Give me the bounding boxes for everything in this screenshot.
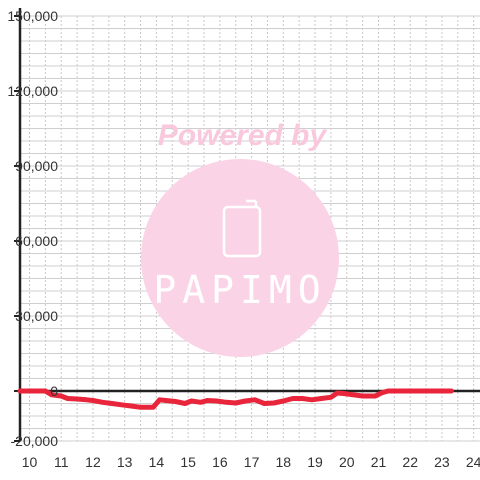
watermark-circle: [141, 159, 339, 357]
x-tick-label: 18: [276, 454, 292, 470]
x-tick-label: 14: [149, 454, 165, 470]
y-tick-label: 150,000: [7, 8, 58, 24]
tick-labels: -20,000 0 30,000 60,000 90,000 120,000 150,000…: [7, 8, 480, 470]
x-tick-label: 16: [212, 454, 228, 470]
y-tick-label: 60,000: [15, 233, 58, 249]
series-line: [17, 388, 454, 410]
grid-layer: [20, 15, 480, 442]
series-layer: [17, 388, 454, 410]
papimo-watermark: Powered by PAPIMO: [141, 119, 339, 357]
x-tick-label: 19: [307, 454, 323, 470]
x-tick-label: 17: [244, 454, 260, 470]
x-tick-label: 23: [434, 454, 450, 470]
x-tick-label: 11: [54, 454, 69, 470]
y-tick-label: 90,000: [15, 158, 58, 174]
x-tick-label: 12: [85, 454, 101, 470]
watermark-logo-text: PAPIMO: [153, 268, 326, 312]
x-tick-label: 15: [180, 454, 196, 470]
x-tick-label: 22: [402, 454, 418, 470]
x-tick-label: 20: [339, 454, 355, 470]
watermark-powered-by: Powered by: [158, 119, 328, 152]
x-tick-label: 21: [371, 454, 387, 470]
phone-icon: [222, 199, 262, 258]
y-tick-label: 0: [50, 383, 58, 399]
y-tick-label: 30,000: [15, 308, 58, 324]
y-tick-label: 120,000: [7, 83, 58, 99]
x-tick-label: 24: [466, 454, 480, 470]
x-tick-label: 10: [22, 454, 38, 470]
y-tick-label: -20,000: [11, 433, 59, 449]
x-tick-label: 13: [117, 454, 133, 470]
